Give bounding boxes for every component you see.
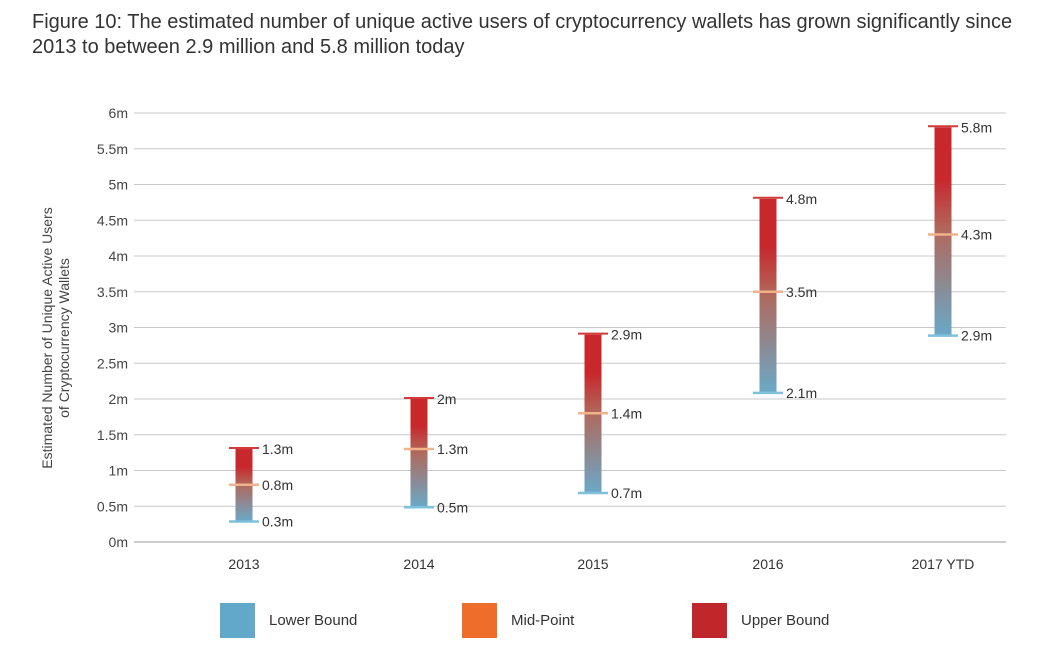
y-axis-title-line-2: of Cryptocurrency Wallets [56, 258, 72, 418]
legend-swatch-upper-bound [692, 602, 727, 638]
y-axis-title-line-1: Estimated Number of Unique Active Users [39, 207, 55, 468]
x-tick-label: 2014 [403, 556, 434, 572]
mid-point-label: 1.3m [437, 441, 468, 457]
range-bar-2014 [410, 399, 428, 507]
y-tick-label: 1.5m [97, 427, 128, 443]
upper-bound-label: 5.8m [961, 119, 992, 135]
y-tick-label: 2m [109, 391, 128, 407]
mid-point-label: 4.3m [961, 227, 992, 243]
mid-point-label: 1.4m [611, 405, 642, 421]
lower-bound-label: 2.1m [786, 385, 817, 401]
x-tick-label: 2015 [577, 556, 608, 572]
y-tick-label: 0m [109, 534, 128, 550]
x-tick-label: 2017 YTD [912, 556, 975, 572]
upper-bound-label: 2m [437, 391, 456, 407]
y-tick-label: 5m [109, 177, 128, 193]
chart-title: Figure 10: The estimated number of uniqu… [32, 11, 1013, 58]
y-tick-label: 0.5m [97, 498, 128, 514]
legend-label-upper-bound: Upper Bound [741, 611, 830, 629]
legend-swatch-mid-point [462, 602, 497, 638]
y-tick-label: 5.5m [97, 141, 128, 157]
legend-swatch-lower-bound [220, 602, 255, 638]
range-bar-2016 [759, 198, 777, 392]
legend-item-lower-bound: Lower Bound [220, 602, 357, 638]
upper-bound-label: 4.8m [786, 191, 817, 207]
lower-bound-label: 0.5m [437, 499, 468, 515]
range-bar-2017-ytd [934, 127, 952, 335]
x-tick-label: 2013 [228, 556, 259, 572]
lower-bound-label: 0.3m [262, 514, 293, 530]
y-tick-label: 3.5m [97, 284, 128, 300]
legend: Lower Bound Mid-Point Upper Bound [0, 602, 1059, 642]
y-tick-label: 4.5m [97, 212, 128, 228]
legend-label-lower-bound: Lower Bound [269, 611, 358, 629]
lower-bound-label: 0.7m [611, 485, 642, 501]
upper-bound-label: 2.9m [611, 327, 642, 343]
legend-item-mid-point: Mid-Point [462, 602, 574, 638]
y-tick-label: 3m [109, 320, 128, 336]
y-tick-label: 1m [109, 463, 128, 479]
lower-bound-label: 2.9m [961, 328, 992, 344]
mid-point-label: 3.5m [786, 284, 817, 300]
y-tick-label: 6m [109, 105, 128, 121]
y-axis-title: Estimated Number of Unique Active Users o… [39, 207, 72, 468]
y-tick-label: 4m [109, 248, 128, 264]
y-tick-label: 2.5m [97, 355, 128, 371]
x-tick-label: 2016 [752, 556, 783, 572]
legend-item-upper-bound: Upper Bound [692, 602, 829, 638]
mid-point-label: 0.8m [262, 477, 293, 493]
legend-label-mid-point: Mid-Point [511, 611, 575, 629]
upper-bound-label: 1.3m [262, 441, 293, 457]
